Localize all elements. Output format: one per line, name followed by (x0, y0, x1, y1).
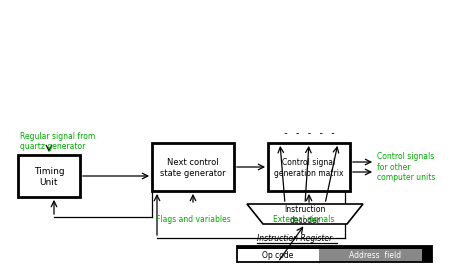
Bar (237, 246, 432, 262)
Bar (268, 143, 350, 191)
Text: Instruction Register: Instruction Register (257, 234, 332, 243)
Bar (152, 143, 234, 191)
Text: Timing
Unit: Timing Unit (34, 167, 64, 187)
Text: Instruction
decoder: Instruction decoder (284, 205, 326, 225)
Text: Regular signal from
quartz generator: Regular signal from quartz generator (20, 132, 95, 151)
Text: External signals: External signals (273, 215, 335, 224)
Text: Op code: Op code (262, 251, 293, 260)
Polygon shape (247, 204, 363, 224)
Text: - - - - -: - - - - - (283, 128, 336, 138)
Bar (237, 246, 319, 262)
Text: Flags and variables: Flags and variables (155, 215, 230, 224)
Bar (319, 246, 432, 262)
Text: Next control
state generator: Next control state generator (160, 158, 226, 178)
Bar (237, 246, 432, 249)
Text: Control signal
generation matrix: Control signal generation matrix (274, 158, 344, 178)
Text: Control signals
for other
computer units: Control signals for other computer units (377, 152, 436, 182)
Bar (422, 246, 432, 262)
Text: Address  field: Address field (349, 251, 401, 260)
Bar (18, 155, 80, 197)
